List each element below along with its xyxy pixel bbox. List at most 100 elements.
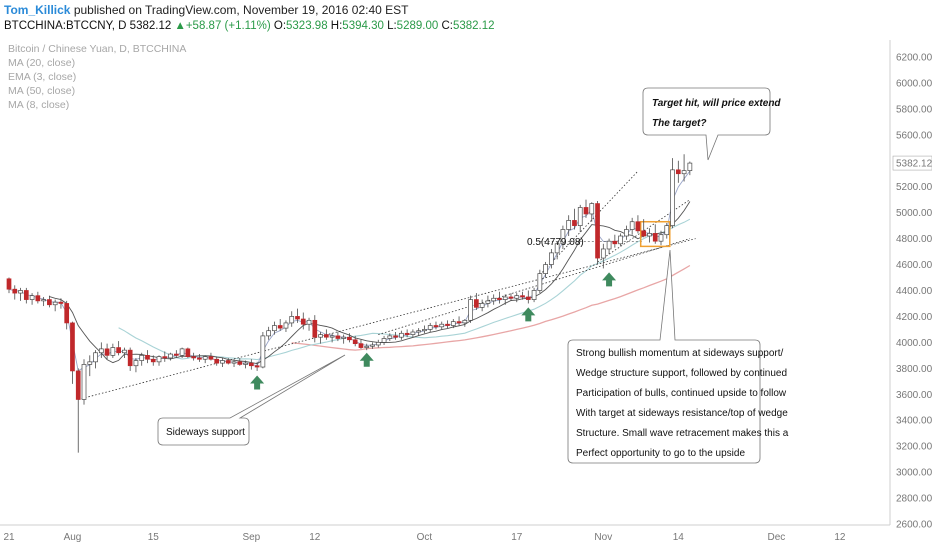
x-tick-label: 17 xyxy=(511,532,523,543)
candle-body xyxy=(479,303,485,308)
y-tick-label: 3400.00 xyxy=(896,416,932,427)
candle-body xyxy=(427,325,433,330)
chart-header: Tom_Killick published on TradingView.com… xyxy=(0,0,932,40)
candle-body xyxy=(537,273,543,291)
ma50-line xyxy=(291,264,691,351)
y-tick-label: 4200.00 xyxy=(896,312,932,323)
y-tick-label: 5000.00 xyxy=(896,208,932,219)
candle-body xyxy=(179,348,185,356)
indicator-ma8: MA (8, close) xyxy=(8,99,69,111)
candle-body xyxy=(139,355,145,361)
candle-body xyxy=(589,203,595,215)
y-tick-label: 2600.00 xyxy=(896,520,932,531)
y-tick-label: 4000.00 xyxy=(896,338,932,349)
change-arrow-icon: ▲ xyxy=(174,20,186,32)
y-tick-label: 5800.00 xyxy=(896,104,932,115)
indicator-ma20: MA (20, close) xyxy=(8,57,75,69)
candle-body xyxy=(497,297,502,300)
author-link[interactable]: Tom_Killick xyxy=(4,3,71,17)
candle-body xyxy=(98,348,104,354)
candle-body xyxy=(364,345,370,348)
indicator-ma50: MA (50, close) xyxy=(8,85,75,97)
up-arrow-icon xyxy=(250,375,265,390)
target-note-callout: Target hit, will price extend The target… xyxy=(642,87,781,161)
candle-body xyxy=(231,361,237,364)
candle-body xyxy=(220,360,225,364)
candle-body xyxy=(29,295,35,300)
candle-body xyxy=(289,316,295,324)
momentum-note-line2: Wedge structure support, followed by con… xyxy=(576,368,787,379)
candle-body xyxy=(197,357,202,360)
sideways-note-callout: Sideways support xyxy=(157,354,346,446)
ma8-line xyxy=(49,201,691,365)
x-tick-label: 15 xyxy=(148,532,160,543)
momentum-note-line5: Structure. Small wave retracement makes … xyxy=(576,428,789,439)
candle-body xyxy=(416,330,422,333)
candle-body xyxy=(393,335,398,338)
candle-body xyxy=(583,207,589,215)
candle-body xyxy=(525,296,531,300)
candle-body xyxy=(485,300,491,304)
x-tick-label: 14 xyxy=(673,532,685,543)
candle-body xyxy=(572,220,577,226)
candle-body xyxy=(295,316,300,320)
open-value: 5323.98 xyxy=(286,20,328,32)
up-arrow-icon xyxy=(521,307,536,322)
candle-body xyxy=(404,332,410,335)
last-price-tag-text: 5382.12 xyxy=(896,159,932,170)
candle-body xyxy=(531,290,537,300)
published-text: published on TradingView.com, November 1… xyxy=(73,3,409,17)
y-tick-label: 6200.00 xyxy=(896,52,932,63)
candle-body xyxy=(624,229,629,237)
candle-body xyxy=(462,319,468,324)
high-label: H: xyxy=(330,20,343,32)
candle-body xyxy=(306,319,312,325)
candle-body xyxy=(35,295,41,302)
candle-body xyxy=(324,334,329,338)
x-tick-label: Aug xyxy=(64,532,82,543)
candle-body xyxy=(266,330,271,337)
y-tick-label: 2800.00 xyxy=(896,494,932,505)
chart-title: Bitcoin / Chinese Yuan, D, BTCCHINA xyxy=(8,43,186,55)
x-axis: 21 Aug 15 Sep 12 Oct 17 Nov 14 Dec 12 xyxy=(0,524,890,543)
price-chart[interactable]: Bitcoin / Chinese Yuan, D, BTCCHINA MA (… xyxy=(0,40,932,550)
candle-body xyxy=(283,322,289,329)
candle-body xyxy=(606,240,612,250)
candle-body xyxy=(127,349,133,367)
candle-body xyxy=(208,356,214,360)
up-arrow-icon xyxy=(602,272,617,287)
candle-body xyxy=(445,323,450,326)
wedge-support-line xyxy=(78,238,696,400)
target-note-line2: The target? xyxy=(652,118,706,129)
candle-body xyxy=(635,221,641,232)
candle-body xyxy=(18,290,23,294)
candle-body xyxy=(300,318,306,325)
y-tick-label: 5200.00 xyxy=(896,182,932,193)
candle-body xyxy=(647,233,652,237)
candle-body xyxy=(191,356,196,359)
indicator-legend: Bitcoin / Chinese Yuan, D, BTCCHINA MA (… xyxy=(8,43,186,111)
candle-body xyxy=(629,221,635,230)
close-value: 5382.12 xyxy=(452,20,495,32)
candle-body xyxy=(116,347,121,354)
y-axis: 6200.006000.005800.005600.005400.005200.… xyxy=(889,40,932,531)
candle-body xyxy=(214,358,220,364)
candle-body xyxy=(243,362,248,365)
candle-body xyxy=(514,295,520,299)
candle-body xyxy=(560,229,566,245)
x-tick-label: Sep xyxy=(242,532,260,543)
candle-body xyxy=(456,321,462,324)
candle-body xyxy=(658,234,664,242)
candle-body xyxy=(156,356,162,363)
consolidation-box xyxy=(639,220,671,248)
candle-body xyxy=(70,322,75,372)
candle-body xyxy=(439,323,445,328)
up-arrow-icon xyxy=(359,352,374,367)
candle-body xyxy=(104,348,110,356)
y-tick-label: 3800.00 xyxy=(896,364,932,375)
x-tick-label: Nov xyxy=(594,532,612,543)
candle-body xyxy=(618,235,623,245)
x-tick-label: 21 xyxy=(3,532,15,543)
markers xyxy=(250,272,617,390)
ohlc-line: BTCCHINA:BTCCNY, D 5382.12 ▲+58.87 (+1.1… xyxy=(4,20,495,32)
